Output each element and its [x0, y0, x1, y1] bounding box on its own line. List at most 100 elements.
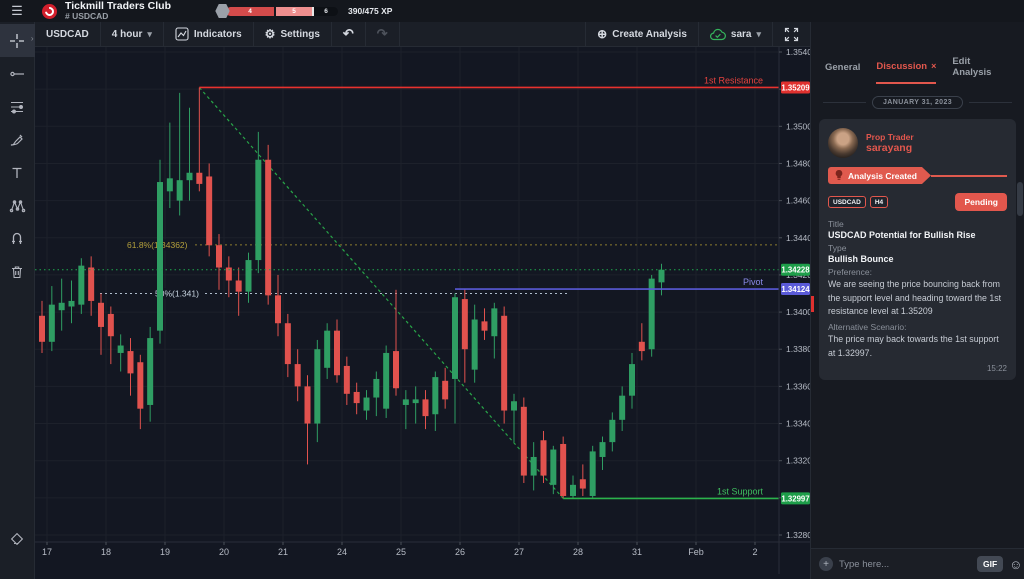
- hamburger-menu-icon[interactable]: ☰: [11, 3, 23, 18]
- analysis-title: USDCAD Potential for Bullish Rise: [828, 230, 976, 240]
- tool-delete[interactable]: [0, 255, 35, 288]
- avatar[interactable]: [828, 128, 858, 158]
- create-analysis-label: Create Analysis: [612, 28, 687, 40]
- svg-text:Feb: Feb: [688, 547, 704, 557]
- analysis-type: Bullish Bounce: [828, 254, 894, 264]
- ribbon-label: Analysis Created: [848, 170, 917, 181]
- svg-text:21: 21: [278, 547, 288, 557]
- attach-plus-icon[interactable]: +: [819, 557, 833, 571]
- cloud-check-icon: [709, 28, 726, 40]
- price-chart[interactable]: 61.8%(1.34362)50%(1.341)1st ResistancePi…: [35, 47, 817, 574]
- svg-text:1.35209: 1.35209: [781, 83, 810, 92]
- settings-button[interactable]: ⚙ Settings: [254, 22, 332, 46]
- tab-edit-analysis-label: Edit Analysis: [952, 56, 992, 78]
- indicators-icon: [175, 27, 189, 41]
- poster-username[interactable]: sarayang: [866, 142, 913, 154]
- tool-text[interactable]: [0, 156, 35, 189]
- xabcd-pattern-icon: [9, 199, 25, 212]
- tab-discussion-label: Discussion: [876, 60, 928, 72]
- xp-counter: 390/475 XP: [348, 6, 393, 16]
- svg-text:2: 2: [752, 547, 757, 557]
- undo-button[interactable]: ↶: [332, 22, 366, 46]
- svg-text:31: 31: [632, 547, 642, 557]
- tool-magnet[interactable]: [0, 222, 35, 255]
- symbol-button[interactable]: USDCAD: [35, 22, 101, 46]
- preference-text: We are seeing the price bouncing back fr…: [828, 279, 1002, 317]
- pending-status-button[interactable]: Pending: [955, 193, 1007, 211]
- create-analysis-button[interactable]: ⊕ Create Analysis: [585, 22, 699, 46]
- tool-trend-line[interactable]: [0, 57, 35, 90]
- svg-text:1.34000: 1.34000: [786, 307, 810, 317]
- analysis-created-ribbon: Analysis Created: [828, 167, 1007, 184]
- indicators-label: Indicators: [193, 28, 242, 40]
- svg-text:1.34400: 1.34400: [786, 233, 810, 243]
- indicators-button[interactable]: Indicators: [164, 22, 254, 46]
- discussion-feed[interactable]: JANUARY 31, 2023 Prop Trader sarayang: [811, 84, 1024, 548]
- close-tab-icon[interactable]: ×: [931, 61, 937, 71]
- svg-text:25: 25: [396, 547, 406, 557]
- svg-text:17: 17: [42, 547, 52, 557]
- message-input[interactable]: [839, 558, 971, 570]
- svg-text:1.34800: 1.34800: [786, 158, 810, 168]
- tab-general[interactable]: General: [825, 56, 860, 84]
- date-pill: JANUARY 31, 2023: [871, 96, 964, 109]
- tab-general-label: General: [825, 61, 861, 73]
- svg-text:26: 26: [455, 547, 465, 557]
- emoji-picker-icon[interactable]: ☺: [1009, 556, 1023, 572]
- title-label: Title: [828, 219, 844, 229]
- tool-xabcd-pattern[interactable]: [0, 189, 35, 222]
- svg-text:1.35400: 1.35400: [786, 47, 810, 57]
- submenu-arrow-icon: ›: [30, 34, 34, 43]
- analysis-card[interactable]: Prop Trader sarayang Analysis Created: [819, 119, 1016, 381]
- chart-column: USDCAD 4 hour ▾ Indicators ⚙ Settings ↶: [35, 22, 817, 579]
- svg-text:19: 19: [160, 547, 170, 557]
- tool-brush[interactable]: [0, 123, 35, 156]
- gear-icon: ⚙: [264, 27, 276, 41]
- alternative-text: The price may back towards the 1st suppo…: [828, 333, 999, 358]
- tab-edit-analysis[interactable]: Edit Analysis: [952, 56, 1010, 84]
- timeframe-select[interactable]: 4 hour ▾: [101, 22, 164, 46]
- tool-hive[interactable]: [0, 522, 35, 555]
- svg-text:20: 20: [219, 547, 229, 557]
- xp-segment-level-6: 6: [312, 6, 339, 16]
- tab-discussion[interactable]: Discussion ×: [876, 56, 937, 84]
- fullscreen-button[interactable]: [773, 22, 810, 46]
- gif-button[interactable]: GIF: [977, 556, 1004, 572]
- tool-crosshair[interactable]: ›: [0, 24, 35, 57]
- cloud-user-label: sara: [730, 28, 752, 40]
- cloud-save-select[interactable]: sara ▾: [699, 22, 773, 46]
- svg-text:1.35000: 1.35000: [786, 121, 810, 131]
- panel-scrollbar-thumb[interactable]: [1017, 182, 1023, 216]
- tool-fib-retracement[interactable]: [0, 90, 35, 123]
- preference-label: Preference:: [828, 267, 872, 277]
- xp-progress: 4 5 6 390/475 XP: [215, 3, 393, 19]
- message-time: 15:22: [986, 364, 1007, 374]
- svg-text:24: 24: [337, 547, 347, 557]
- symbol-label: USDCAD: [46, 28, 89, 40]
- svg-text:27: 27: [514, 547, 524, 557]
- svg-text:1.33400: 1.33400: [786, 419, 810, 429]
- chart-area[interactable]: 61.8%(1.34362)50%(1.341)1st ResistancePi…: [35, 47, 817, 579]
- svg-text:1.34228: 1.34228: [781, 266, 810, 275]
- svg-text:1st Support: 1st Support: [717, 486, 764, 496]
- redo-button[interactable]: ↷: [366, 22, 400, 46]
- text-tool-icon: [12, 167, 22, 178]
- plus-circle-icon: ⊕: [597, 27, 608, 41]
- hive-icon: [10, 532, 24, 545]
- xp-segment-level-5: 5: [274, 6, 313, 16]
- xp-bar: 4 5 6: [226, 6, 339, 16]
- fullscreen-icon: [784, 27, 799, 41]
- magnet-icon: [12, 232, 22, 244]
- redo-icon: ↷: [376, 26, 388, 41]
- svg-text:1st Resistance: 1st Resistance: [704, 75, 763, 85]
- svg-text:1.34600: 1.34600: [786, 196, 810, 206]
- svg-text:1.33600: 1.33600: [786, 381, 810, 391]
- analysis-panel: General Discussion × Edit Analysis JANUA…: [810, 22, 1024, 579]
- svg-text:1.32800: 1.32800: [786, 530, 810, 540]
- svg-text:Pivot: Pivot: [743, 277, 764, 287]
- svg-text:1.34124: 1.34124: [781, 285, 810, 294]
- chart-toolbar: USDCAD 4 hour ▾ Indicators ⚙ Settings ↶: [35, 22, 810, 47]
- chevron-down-icon: ▾: [756, 28, 761, 39]
- type-label: Type: [828, 243, 847, 253]
